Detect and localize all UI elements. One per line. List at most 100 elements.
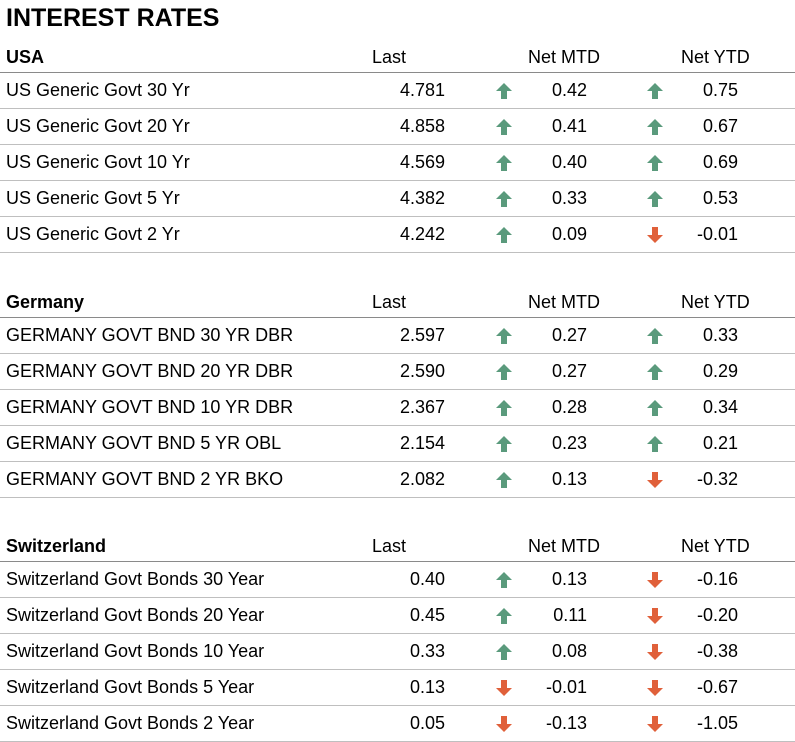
net-mtd-value: 0.27 xyxy=(551,325,587,345)
arrow-up-icon xyxy=(647,328,663,344)
net-mtd-value: 0.09 xyxy=(551,224,587,244)
table-row: GERMANY GOVT BND 2 YR BKO 2.082 0.13 -0.32 xyxy=(0,462,795,498)
last-value: 0.45 xyxy=(409,605,445,625)
net-ytd-value: 0.29 xyxy=(702,361,738,381)
last-value: 0.05 xyxy=(409,713,445,733)
net-ytd-value: -0.20 xyxy=(696,605,738,625)
section-title: Germany xyxy=(6,292,85,312)
instrument-name: Switzerland Govt Bonds 10 Year xyxy=(6,641,265,661)
net-ytd-value: 0.75 xyxy=(702,80,738,100)
section-header: Germany Last Net MTD Net YTD xyxy=(0,289,795,318)
net-mtd-value: 0.42 xyxy=(551,80,587,100)
instrument-name: US Generic Govt 10 Yr xyxy=(6,152,190,172)
section-header: Switzerland Last Net MTD Net YTD xyxy=(0,533,795,562)
net-mtd-value: 0.28 xyxy=(551,397,587,417)
last-value: 4.382 xyxy=(399,188,445,208)
last-value: 2.367 xyxy=(399,397,445,417)
arrow-down-icon xyxy=(496,716,512,732)
table-row: Switzerland Govt Bonds 30 Year 0.40 0.13 -0… xyxy=(0,562,795,598)
net-mtd-value: 0.08 xyxy=(551,641,587,661)
arrow-down-icon xyxy=(647,472,663,488)
table-row: Switzerland Govt Bonds 20 Year 0.45 0.11 -0… xyxy=(0,598,795,634)
arrow-up-icon xyxy=(496,400,512,416)
last-value: 4.569 xyxy=(399,152,445,172)
last-value: 0.40 xyxy=(409,569,445,589)
net-mtd-value: 0.13 xyxy=(551,569,587,589)
arrow-down-icon xyxy=(647,644,663,660)
net-ytd-value: -1.05 xyxy=(696,713,738,733)
instrument-name: US Generic Govt 30 Yr xyxy=(6,80,190,100)
net-mtd-value: -0.13 xyxy=(545,713,587,733)
instrument-name: Switzerland Govt Bonds 5 Year xyxy=(6,677,255,697)
column-header-net-ytd: Net YTD xyxy=(681,536,750,556)
net-ytd-value: 0.34 xyxy=(702,397,738,417)
arrow-up-icon xyxy=(496,328,512,344)
last-value: 0.13 xyxy=(409,677,445,697)
net-ytd-value: 0.67 xyxy=(702,116,738,136)
last-value: 2.590 xyxy=(399,361,445,381)
column-header-net-mtd: Net MTD xyxy=(528,47,600,67)
net-ytd-value: 0.53 xyxy=(702,188,738,208)
section-title: USA xyxy=(6,47,45,67)
net-ytd-value: -0.16 xyxy=(696,569,738,589)
table-row: Switzerland Govt Bonds 2 Year 0.05 -0.13 -1… xyxy=(0,706,795,742)
column-header-net-ytd: Net YTD xyxy=(681,292,750,312)
arrow-up-icon xyxy=(647,191,663,207)
arrow-up-icon xyxy=(647,155,663,171)
arrow-up-icon xyxy=(496,608,512,624)
arrow-down-icon xyxy=(496,680,512,696)
table-row: US Generic Govt 10 Yr 4.569 0.40 0.69 xyxy=(0,145,795,181)
last-value: 2.597 xyxy=(399,325,445,345)
net-mtd-value: 0.40 xyxy=(551,152,587,172)
net-mtd-value: -0.01 xyxy=(545,677,587,697)
net-mtd-value: 0.41 xyxy=(551,116,587,136)
last-value: 2.082 xyxy=(399,469,445,489)
instrument-name: Switzerland Govt Bonds 2 Year xyxy=(6,713,255,733)
instrument-name: GERMANY GOVT BND 20 YR DBR xyxy=(6,361,294,381)
table-row: GERMANY GOVT BND 30 YR DBR 2.597 0.27 0.33 xyxy=(0,318,795,354)
arrow-up-icon xyxy=(496,436,512,452)
arrow-up-icon xyxy=(496,155,512,171)
net-mtd-value: 0.27 xyxy=(551,361,587,381)
arrow-down-icon xyxy=(647,680,663,696)
instrument-name: Switzerland Govt Bonds 20 Year xyxy=(6,605,265,625)
arrow-up-icon xyxy=(496,83,512,99)
net-ytd-value: 0.33 xyxy=(702,325,738,345)
column-header-net-mtd: Net MTD xyxy=(528,536,600,556)
section-title: Switzerland xyxy=(6,536,107,556)
section-switzerland: Switzerland Last Net MTD Net YTD Switzerland… xyxy=(0,533,795,742)
instrument-name: GERMANY GOVT BND 5 YR OBL xyxy=(6,433,282,453)
net-ytd-value: -0.38 xyxy=(696,641,738,661)
arrow-up-icon xyxy=(647,83,663,99)
last-value: 4.858 xyxy=(399,116,445,136)
table-row: Switzerland Govt Bonds 10 Year 0.33 0.08 -0… xyxy=(0,634,795,670)
arrow-up-icon xyxy=(496,191,512,207)
table-row: US Generic Govt 30 Yr 4.781 0.42 0.75 xyxy=(0,73,795,109)
arrow-up-icon xyxy=(647,119,663,135)
arrow-up-icon xyxy=(647,436,663,452)
table-row: GERMANY GOVT BND 20 YR DBR 2.590 0.27 0.29 xyxy=(0,354,795,390)
arrow-up-icon xyxy=(496,119,512,135)
last-value: 4.242 xyxy=(399,224,445,244)
instrument-name: Switzerland Govt Bonds 30 Year xyxy=(6,569,265,589)
net-ytd-value: -0.67 xyxy=(696,677,738,697)
section-usa: USA Last Net MTD Net YTD US Generic Govt 30 … xyxy=(0,44,795,253)
instrument-name: US Generic Govt 5 Yr xyxy=(6,188,180,208)
net-mtd-value: 0.33 xyxy=(551,188,587,208)
instrument-name: US Generic Govt 2 Yr xyxy=(6,224,180,244)
instrument-name: GERMANY GOVT BND 30 YR DBR xyxy=(6,325,294,345)
arrow-up-icon xyxy=(496,572,512,588)
net-ytd-value: -0.32 xyxy=(696,469,738,489)
section-header: USA Last Net MTD Net YTD xyxy=(0,44,795,73)
instrument-name: US Generic Govt 20 Yr xyxy=(6,116,190,136)
instrument-name: GERMANY GOVT BND 2 YR BKO xyxy=(6,469,284,489)
table-row: US Generic Govt 5 Yr 4.382 0.33 0.53 xyxy=(0,181,795,217)
arrow-up-icon xyxy=(496,472,512,488)
table-row: GERMANY GOVT BND 10 YR DBR 2.367 0.28 0.34 xyxy=(0,390,795,426)
last-value: 4.781 xyxy=(399,80,445,100)
last-value: 0.33 xyxy=(409,641,445,661)
arrow-up-icon xyxy=(496,227,512,243)
instrument-name: GERMANY GOVT BND 10 YR DBR xyxy=(6,397,294,417)
arrow-down-icon xyxy=(647,572,663,588)
arrow-up-icon xyxy=(647,400,663,416)
